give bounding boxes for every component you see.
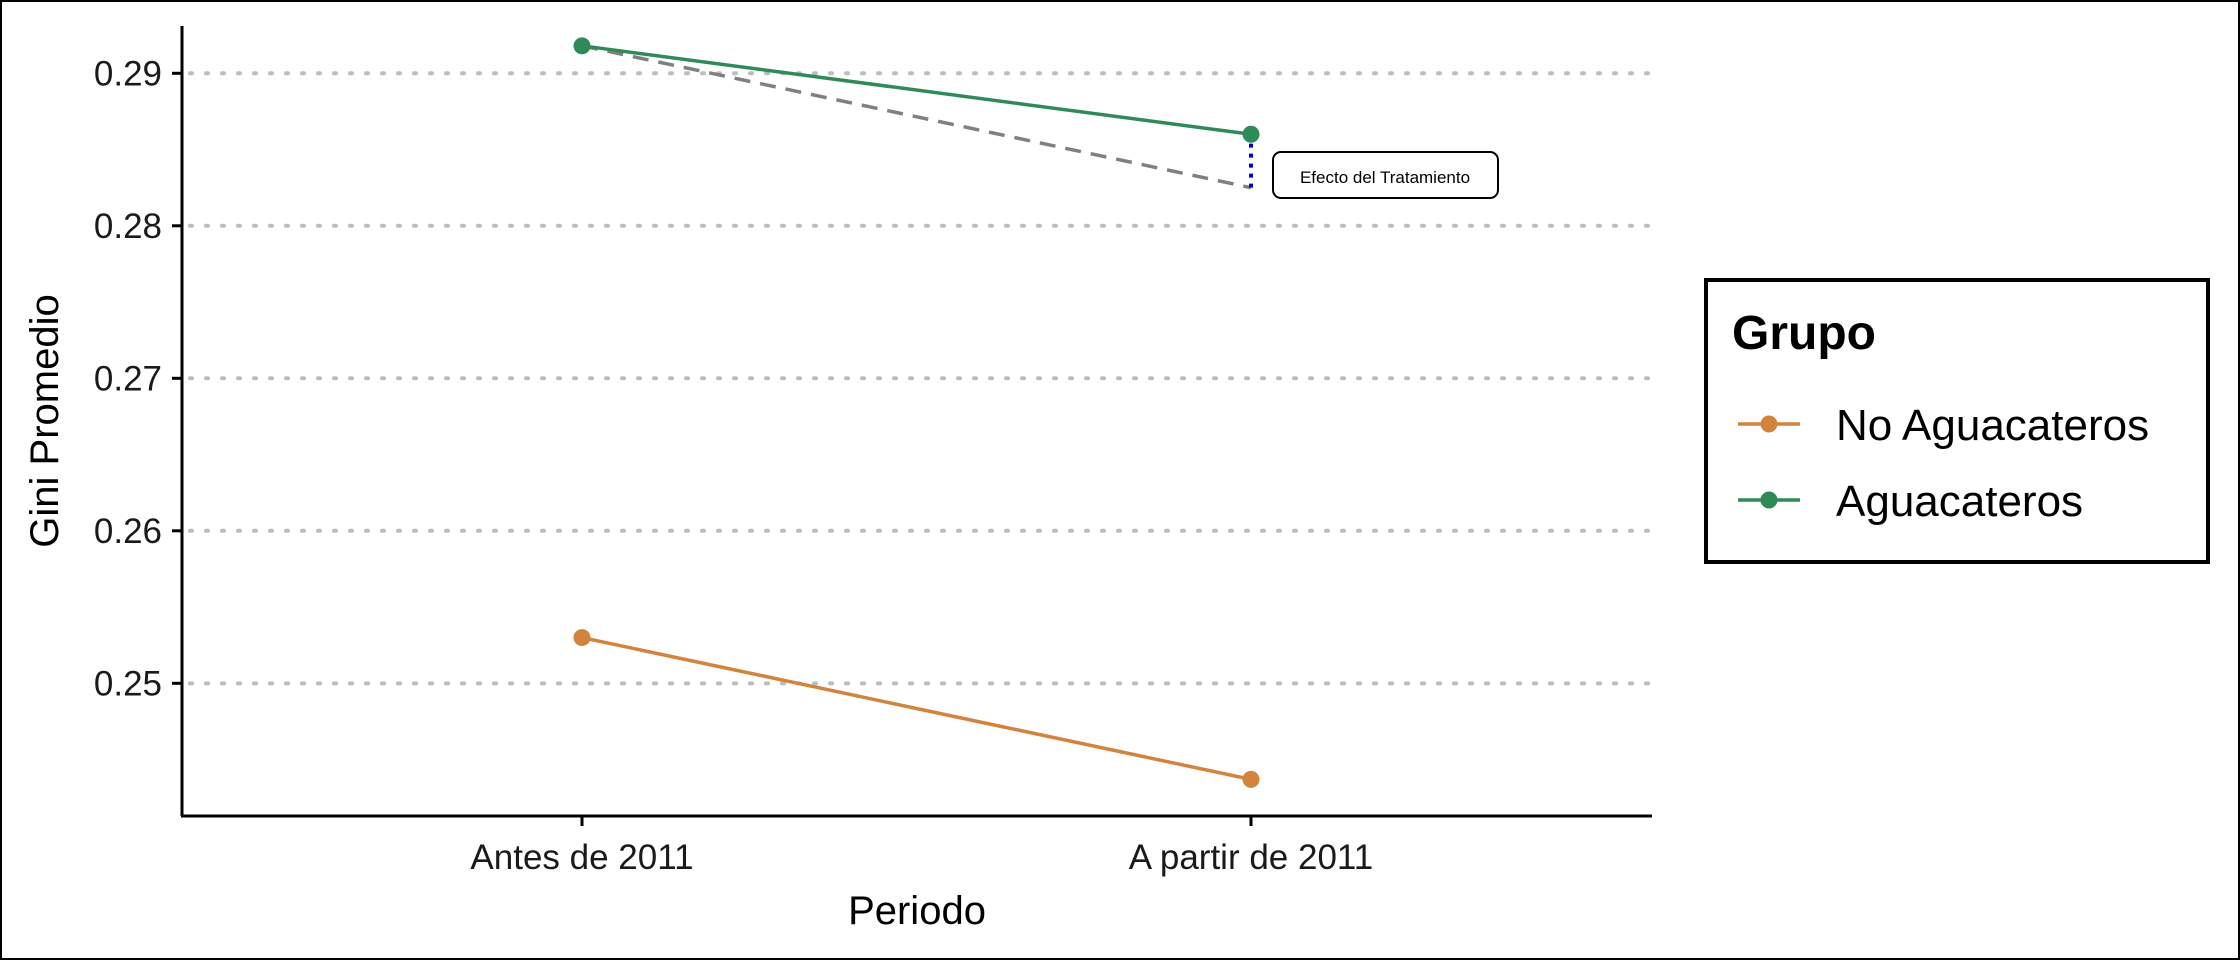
annotation-box xyxy=(1272,151,1499,199)
legend-title: Grupo xyxy=(1732,307,1876,360)
x-tick-label: Antes de 2011 xyxy=(470,838,693,877)
y-tick-label: 0.28 xyxy=(94,207,162,246)
y-tick-label: 0.25 xyxy=(94,664,162,703)
annotation-text: Efecto del Tratamiento xyxy=(1300,168,1470,187)
series-line-aguacateros xyxy=(581,44,1252,137)
data-point-aguacateros xyxy=(1242,125,1260,143)
x-axis-ticks: Antes de 2011 A partir de 2011 xyxy=(470,816,1373,877)
x-axis-title: Periodo xyxy=(848,889,986,933)
legend: Grupo No Aguacateros Aguacateros xyxy=(1704,278,2210,564)
legend-label-aguacateros: Aguacateros xyxy=(1836,477,2083,526)
series-layer xyxy=(573,37,1260,788)
y-tick-label: 0.29 xyxy=(94,54,162,93)
data-point-no-aguacateros xyxy=(573,629,591,647)
y-axis-title: Gini Promedio xyxy=(23,294,67,547)
data-point-aguacateros xyxy=(573,37,591,55)
x-tick-label: A partir de 2011 xyxy=(1129,838,1374,877)
counterfactual-line xyxy=(581,44,1252,190)
legend-key-point-no-aguacateros xyxy=(1760,415,1778,433)
series-line-no-aguacateros xyxy=(581,635,1252,782)
legend-items: No Aguacateros Aguacateros xyxy=(1738,401,2149,526)
legend-label-no-aguacateros: No Aguacateros xyxy=(1836,401,2149,450)
y-tick-label: 0.26 xyxy=(94,512,162,551)
data-point-no-aguacateros xyxy=(1242,770,1260,788)
treatment-effect-annotation: Efecto del Tratamiento xyxy=(1272,151,1499,199)
legend-key-point-aguacateros xyxy=(1760,491,1778,509)
legend-box xyxy=(1704,278,2210,564)
grid-lines xyxy=(188,71,1654,686)
y-tick-label: 0.27 xyxy=(94,359,162,398)
y-axis-ticks: 0.25 0.26 0.27 0.28 0.29 xyxy=(94,54,182,703)
